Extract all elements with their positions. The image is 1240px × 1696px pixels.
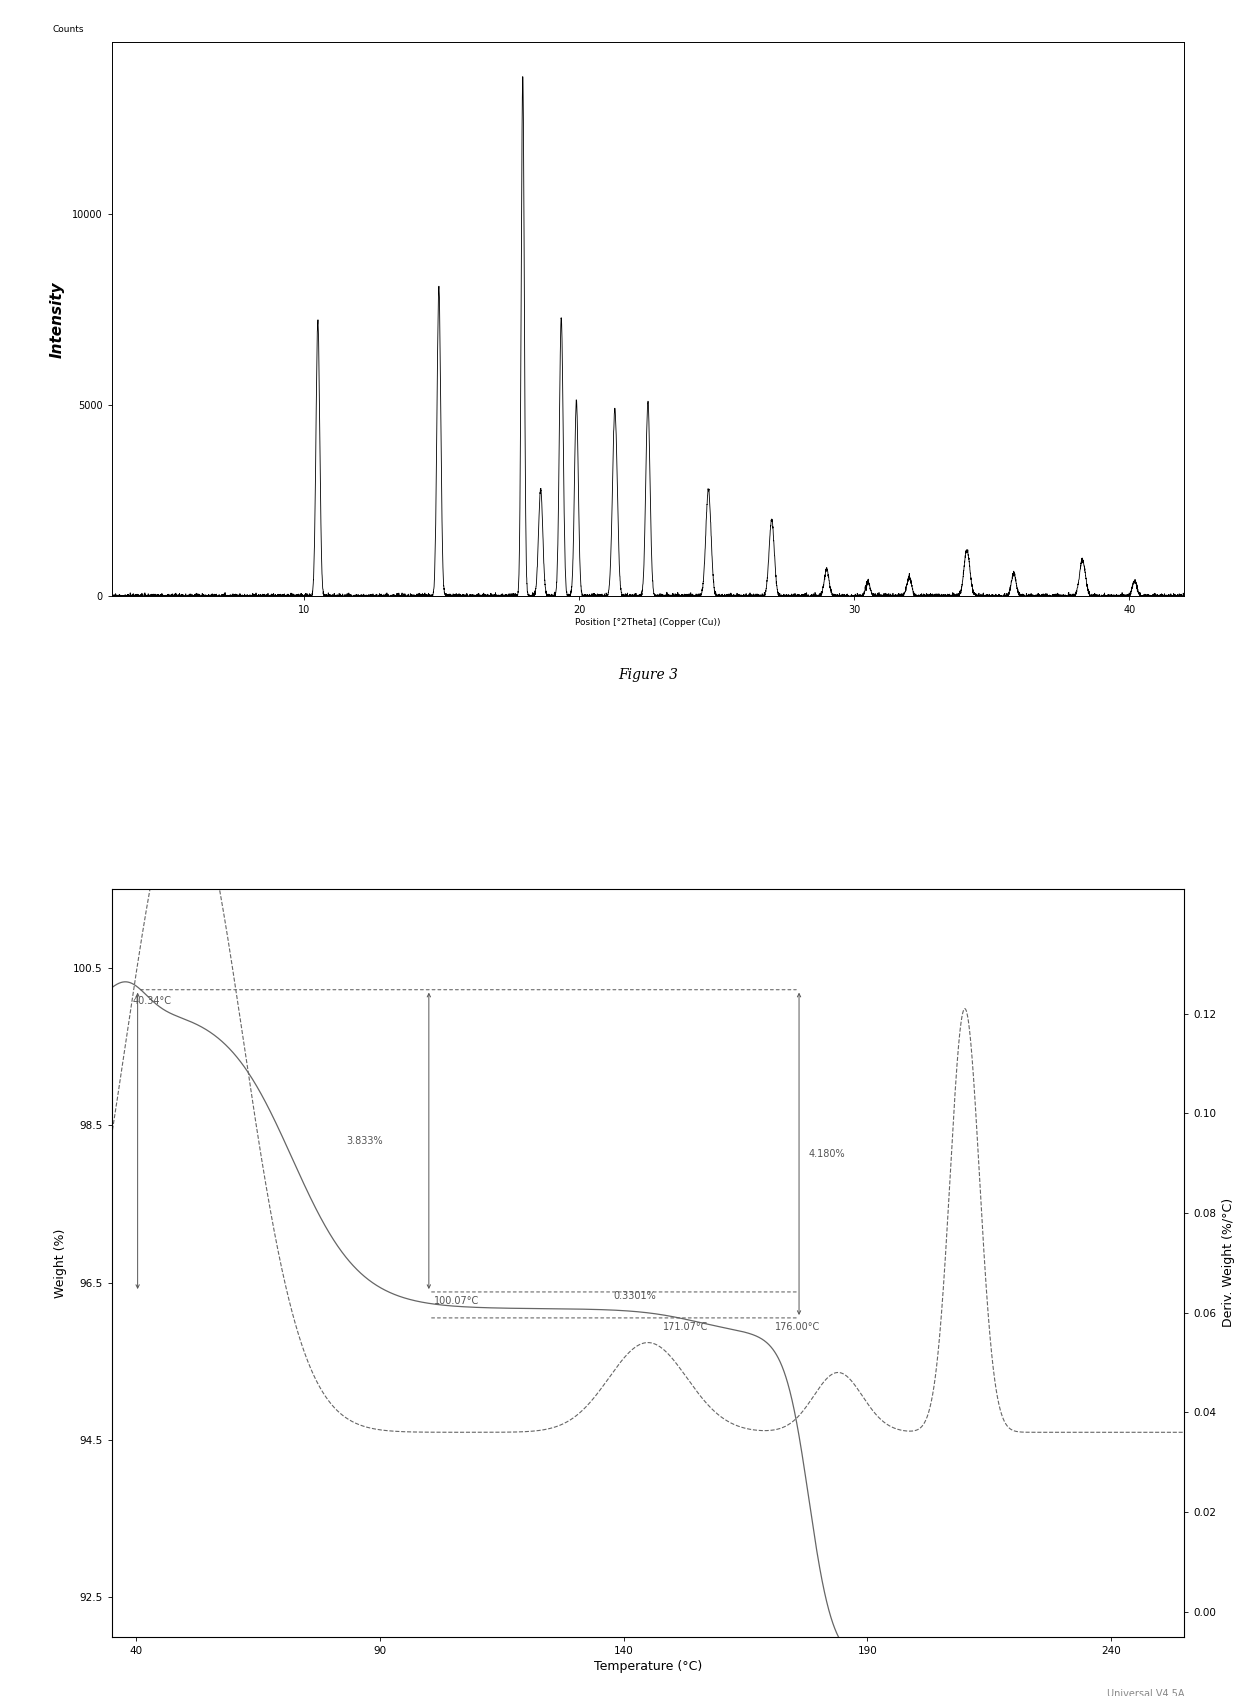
Y-axis label: Weight (%): Weight (%) xyxy=(55,1228,67,1297)
Y-axis label: Deriv. Weight (%/°C): Deriv. Weight (%/°C) xyxy=(1221,1199,1235,1328)
Text: 171.07°C: 171.07°C xyxy=(662,1321,708,1331)
X-axis label: Position [°2Theta] (Copper (Cu)): Position [°2Theta] (Copper (Cu)) xyxy=(575,617,720,628)
Text: 176.00°C: 176.00°C xyxy=(775,1321,820,1331)
Text: 0.3301%: 0.3301% xyxy=(614,1291,656,1301)
Text: 4.180%: 4.180% xyxy=(808,1148,846,1158)
Text: Figure 3: Figure 3 xyxy=(618,668,678,682)
X-axis label: Temperature (°C): Temperature (°C) xyxy=(594,1660,702,1672)
Y-axis label: Intensity: Intensity xyxy=(50,282,64,358)
Text: 100.07°C: 100.07°C xyxy=(434,1296,479,1306)
Text: Counts: Counts xyxy=(52,25,84,34)
Text: Universal V4.5A: Universal V4.5A xyxy=(1107,1689,1184,1696)
Text: 3.833%: 3.833% xyxy=(346,1136,383,1146)
Text: 40.34°C: 40.34°C xyxy=(133,996,172,1006)
